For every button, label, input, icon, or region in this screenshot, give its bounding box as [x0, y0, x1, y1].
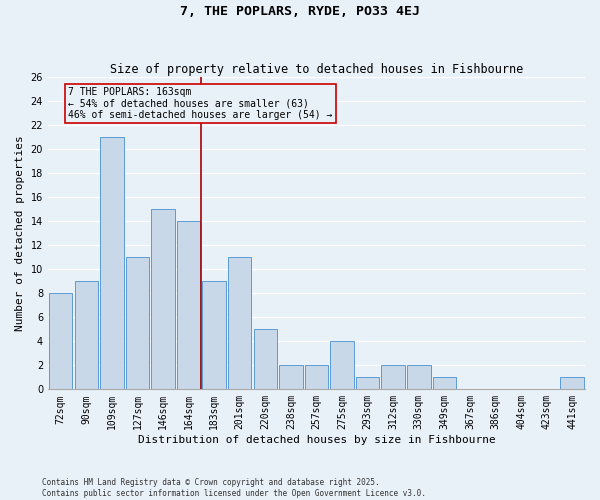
X-axis label: Distribution of detached houses by size in Fishbourne: Distribution of detached houses by size …: [137, 435, 496, 445]
Bar: [100, 137, 124, 390]
Bar: [177, 221, 200, 390]
Text: 7 THE POPLARS: 163sqm
← 54% of detached houses are smaller (63)
46% of semi-deta: 7 THE POPLARS: 163sqm ← 54% of detached …: [68, 87, 333, 120]
Text: 7, THE POPLARS, RYDE, PO33 4EJ: 7, THE POPLARS, RYDE, PO33 4EJ: [180, 5, 420, 18]
Y-axis label: Number of detached properties: Number of detached properties: [15, 136, 25, 331]
Bar: [407, 366, 431, 390]
Bar: [49, 294, 73, 390]
Bar: [433, 378, 456, 390]
Bar: [560, 378, 584, 390]
Bar: [125, 258, 149, 390]
Bar: [382, 366, 405, 390]
Bar: [305, 366, 328, 390]
Bar: [74, 282, 98, 390]
Bar: [279, 366, 302, 390]
Bar: [228, 258, 251, 390]
Bar: [151, 209, 175, 390]
Text: Contains HM Land Registry data © Crown copyright and database right 2025.
Contai: Contains HM Land Registry data © Crown c…: [42, 478, 426, 498]
Bar: [330, 342, 354, 390]
Bar: [254, 330, 277, 390]
Bar: [356, 378, 379, 390]
Title: Size of property relative to detached houses in Fishbourne: Size of property relative to detached ho…: [110, 63, 523, 76]
Bar: [202, 282, 226, 390]
